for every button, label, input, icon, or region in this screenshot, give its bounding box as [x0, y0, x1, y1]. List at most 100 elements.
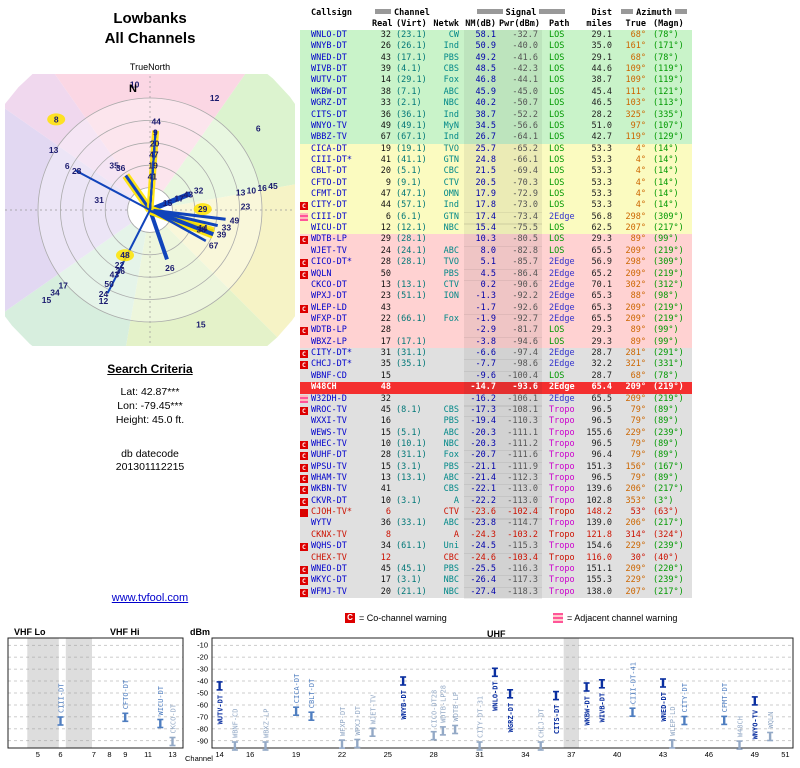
azimuth-magnetic: (3°)	[653, 495, 674, 506]
callsign-link[interactable]: WBXZ-LP	[311, 336, 347, 347]
callsign-link[interactable]: WUTV-DT	[311, 75, 347, 86]
callsign-link[interactable]: WHAM-TV	[311, 473, 347, 484]
callsign-link[interactable]: WQLN	[311, 268, 332, 279]
table-row: W48CH 48 -14.7 -93.6 2Edge 65.4 209° (219°)	[300, 382, 692, 394]
path-type: Tropo	[549, 427, 575, 438]
callsign-link[interactable]: WGRZ-DT	[311, 98, 347, 109]
callsign-link[interactable]: WJET-TV	[311, 245, 347, 256]
path-type: LOS	[549, 200, 565, 211]
table-row: C WHEC-TV 10 (10.1) NBC -20.3 -111.2 Tropo 96.5 7…	[300, 438, 692, 452]
real-channel: 41	[380, 484, 391, 495]
callsign-link[interactable]: CKVR-DT	[311, 495, 347, 506]
callsign-link[interactable]: WQHS-DT	[311, 541, 347, 552]
noise-margin: -22.1	[470, 484, 496, 495]
callsign-link[interactable]: WFXP-DT	[311, 313, 347, 324]
table-row: C WKYC-DT 17 (3.1) NBC -26.4 -117.3 Tropo 155.3 2…	[300, 575, 692, 588]
virtual-channel: (5.1)	[396, 166, 422, 177]
real-channel: 20	[380, 586, 391, 597]
callsign-link[interactable]: CITY-DT	[311, 200, 347, 211]
network: CW	[448, 30, 459, 40]
power-dbm: -98.6	[512, 359, 538, 370]
callsign-link[interactable]: W32DH-D	[311, 393, 347, 404]
svg-text:43: 43	[659, 750, 667, 759]
callsign-link[interactable]: WPSU-TV	[311, 461, 347, 472]
tvfool-link[interactable]: www.tvfool.com	[111, 592, 189, 604]
svg-text:32: 32	[194, 185, 204, 195]
noise-margin: -6.6	[475, 348, 496, 359]
callsign-link[interactable]: WHEC-TV	[311, 438, 347, 449]
table-row: WNYO-TV 49 (49.1) MyN 34.5 -56.6 LOS 51.0 97° (10…	[300, 120, 692, 133]
path-type: LOS	[549, 223, 565, 234]
callsign-link[interactable]: WBNF-CD	[311, 370, 347, 381]
callsign-link[interactable]: WFMJ-TV	[311, 586, 347, 597]
svg-text:9: 9	[123, 750, 127, 759]
table-row: WFXP-DT 22 (66.1) Fox -1.9 -92.7 2Edge 65.5 209°…	[300, 313, 692, 326]
svg-text:6: 6	[65, 161, 70, 171]
svg-text:W48CH: W48CH	[736, 716, 744, 737]
azimuth-magnetic: (219°)	[653, 245, 684, 256]
real-channel: 12	[380, 552, 391, 563]
callsign-link[interactable]: WDTB-LP	[311, 325, 347, 336]
azimuth-true: 298°	[625, 211, 646, 222]
callsign-link[interactable]: CFTO-DT	[311, 177, 347, 188]
callsign-link[interactable]: WKBN-TV	[311, 484, 347, 495]
callsign-link[interactable]: WIVB-DT	[311, 64, 347, 75]
db-datecode-value: 201301112215	[115, 461, 185, 473]
callsign-link[interactable]: WNYB-DT	[311, 41, 347, 52]
distance-miles: 151.3	[586, 461, 612, 472]
path-type: 2Edge	[549, 211, 575, 222]
callsign-link[interactable]: WPXJ-DT	[311, 291, 347, 302]
callsign-link[interactable]: WKYC-DT	[311, 575, 347, 586]
svg-text:44: 44	[151, 117, 161, 127]
col-header-virt: (Virt)	[396, 19, 427, 29]
callsign-link[interactable]: WKBW-DT	[311, 86, 347, 97]
azimuth-magnetic: (89°)	[653, 473, 679, 484]
virtual-channel: (23.1)	[396, 30, 427, 40]
azimuth-magnetic: (219°)	[653, 302, 684, 313]
azimuth-magnetic: (335°)	[653, 109, 684, 120]
noise-margin: -1.3	[475, 291, 496, 302]
callsign-link[interactable]: CIII-DT	[311, 211, 347, 222]
table-row: C CITY-DT* 31 (31.1) -6.6 -97.4 2Edge 28.7 281° (…	[300, 348, 692, 361]
table-row: WNED-DT 43 (17.1) PBS 49.2 -41.6 LOS 29.1 68° (78…	[300, 52, 692, 65]
azimuth-true: 30°	[630, 552, 646, 563]
callsign-link[interactable]: CFMT-DT	[311, 189, 347, 200]
callsign-link[interactable]: WUHF-DT	[311, 450, 347, 461]
callsign-link[interactable]: CIII-DT*	[311, 154, 352, 165]
virtual-channel: (12.1)	[396, 223, 427, 234]
callsign-link[interactable]: WBBZ-TV	[311, 132, 347, 143]
callsign-link[interactable]: WEWS-TV	[311, 427, 347, 438]
callsign-link[interactable]: WNLO-DT	[311, 30, 347, 40]
azimuth-true: 4°	[635, 154, 646, 165]
callsign-link[interactable]: CITS-DT	[311, 109, 347, 120]
callsign-link[interactable]: CJOH-TV*	[311, 507, 352, 518]
callsign-link[interactable]: WLEP-LD	[311, 302, 347, 313]
power-dbm: -117.3	[507, 575, 538, 586]
azimuth-magnetic: (309°)	[653, 211, 684, 222]
callsign-link[interactable]: WXXI-TV	[311, 416, 347, 427]
callsign-link[interactable]: CKNX-TV	[311, 529, 347, 540]
callsign-link[interactable]: WNED-DT	[311, 52, 347, 63]
callsign-link[interactable]: WICU-DT	[311, 223, 347, 234]
callsign-link[interactable]: WDTB-LP	[311, 234, 347, 245]
svg-text:WNYB-DT: WNYB-DT	[400, 690, 408, 720]
noise-margin: 15.4	[475, 223, 496, 234]
callsign-link[interactable]: WROC-TV	[311, 404, 347, 415]
callsign-link[interactable]: CHEX-TV	[311, 552, 347, 563]
callsign-link[interactable]: CITY-DT*	[311, 348, 352, 359]
co-channel-warning-icon: C	[300, 304, 308, 313]
col-header-channel: Channel	[372, 8, 432, 19]
callsign-link[interactable]: CBLT-DT	[311, 166, 347, 177]
callsign-link[interactable]: CHCJ-DT*	[311, 359, 352, 370]
callsign-link[interactable]: CICA-DT	[311, 143, 347, 154]
svg-text:26: 26	[165, 263, 175, 273]
azimuth-magnetic: (309°)	[653, 257, 684, 268]
path-type: LOS	[549, 143, 565, 154]
callsign-link[interactable]: CICO-DT*	[311, 257, 352, 268]
callsign-link[interactable]: WYTV	[311, 518, 332, 529]
callsign-link[interactable]: CKCO-DT	[311, 279, 347, 290]
real-channel: 29	[380, 234, 391, 245]
callsign-link[interactable]: WNYO-TV	[311, 120, 347, 131]
callsign-link[interactable]: WNEO-DT	[311, 563, 347, 574]
callsign-link[interactable]: W48CH	[311, 382, 337, 393]
